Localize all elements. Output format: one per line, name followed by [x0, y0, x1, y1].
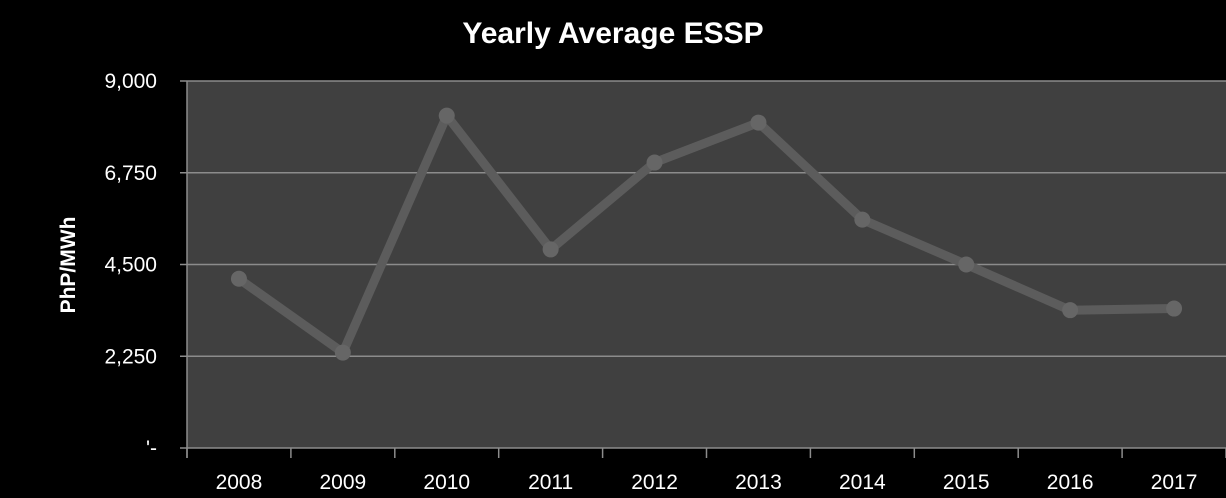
y-tick-labels: '- 2,250 4,500 6,750 9,000 — [104, 70, 157, 460]
x-tick-label: 2010 — [423, 471, 470, 494]
y-tick-label: 9,000 — [104, 70, 157, 93]
data-point — [646, 154, 663, 171]
y-axis-title: PhP/MWh — [57, 217, 80, 314]
series-line-group — [230, 107, 1183, 361]
y-tick-label: 4,500 — [104, 254, 157, 277]
axes — [180, 80, 1226, 458]
data-point — [230, 270, 247, 287]
data-point — [542, 241, 559, 258]
y-tick-label: '- — [146, 437, 157, 460]
x-tick-label: 2008 — [216, 471, 263, 494]
data-point — [1062, 302, 1079, 319]
chart-title: Yearly Average ESSP — [462, 17, 764, 50]
data-point — [334, 344, 351, 361]
data-point — [438, 107, 455, 124]
x-tick-label: 2013 — [735, 471, 782, 494]
data-point — [854, 211, 871, 228]
x-tick-label: 2009 — [319, 471, 366, 494]
y-tick-label: 2,250 — [104, 345, 157, 368]
x-tick-label: 2014 — [839, 471, 886, 494]
data-point — [750, 114, 767, 131]
x-tick-label: 2011 — [528, 471, 573, 494]
y-tick-label: 6,750 — [104, 162, 157, 185]
gridlines — [187, 80, 1226, 357]
x-tick-label: 2015 — [943, 471, 990, 494]
data-point — [958, 256, 975, 273]
x-tick-label: 2016 — [1047, 471, 1094, 494]
series-line — [234, 111, 1179, 358]
x-tick-label: 2012 — [631, 471, 678, 494]
x-tick-label: 2017 — [1151, 471, 1198, 494]
x-tick-labels: 2008 2009 2010 2011 2012 2013 2014 2015 2016 2017 — [216, 471, 1198, 494]
data-point — [1166, 300, 1183, 317]
